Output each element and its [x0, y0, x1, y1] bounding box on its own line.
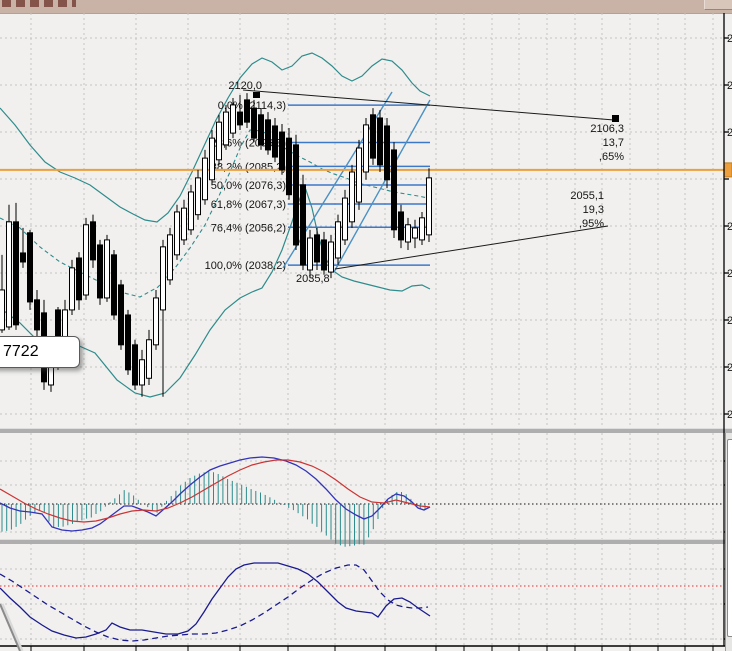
svg-text:19,3: 19,3 — [583, 204, 604, 216]
svg-text:13,7: 13,7 — [603, 137, 624, 149]
svg-text:76,4% (2056,2): 76,4% (2056,2) — [211, 222, 286, 234]
price-tooltip: 7722 — [0, 336, 80, 368]
svg-text:100,0% (2038,2): 100,0% (2038,2) — [205, 260, 286, 272]
svg-text:2106,3: 2106,3 — [590, 123, 624, 135]
vertical-scrollbar[interactable] — [725, 433, 732, 651]
panel-separators — [0, 428, 732, 544]
scrollbar-thumb[interactable] — [727, 439, 732, 637]
svg-text:2: 2 — [727, 33, 732, 45]
svg-text:2035,8: 2035,8 — [296, 273, 330, 285]
svg-text:38,2% (2085,2): 38,2% (2085,2) — [211, 161, 286, 173]
svg-text:2: 2 — [727, 221, 732, 233]
titlebar-button[interactable] — [704, 0, 732, 10]
svg-text:2120,0: 2120,0 — [228, 80, 262, 92]
svg-text:61,8% (2067,3): 61,8% (2067,3) — [211, 199, 286, 211]
window-titlebar[interactable] — [0, 0, 732, 14]
window-title-fragment — [2, 0, 76, 7]
macd-indicator — [0, 456, 724, 547]
trendlines: 2106,3 13,7 ,65% 2055,1 19,3 ,95% 2120,0 2035,8 — [228, 80, 624, 285]
candles — [0, 93, 432, 397]
svg-text:2: 2 — [727, 315, 732, 327]
svg-text:2055,1: 2055,1 — [570, 190, 604, 202]
svg-text:2: 2 — [727, 268, 732, 280]
svg-text:2: 2 — [727, 409, 732, 421]
tooltip-value: 7722 — [3, 343, 39, 360]
svg-text:2: 2 — [727, 80, 732, 92]
svg-text:2: 2 — [727, 127, 732, 139]
svg-text:50,0% (2076,3): 50,0% (2076,3) — [211, 180, 286, 192]
svg-text:2: 2 — [727, 362, 732, 374]
partial-label-edge — [0, 603, 24, 651]
time-axis — [0, 645, 730, 651]
stochastic-indicator — [0, 562, 724, 642]
gridlines — [0, 13, 724, 646]
svg-text:,95%: ,95% — [579, 218, 604, 230]
svg-text:,65%: ,65% — [599, 151, 624, 163]
